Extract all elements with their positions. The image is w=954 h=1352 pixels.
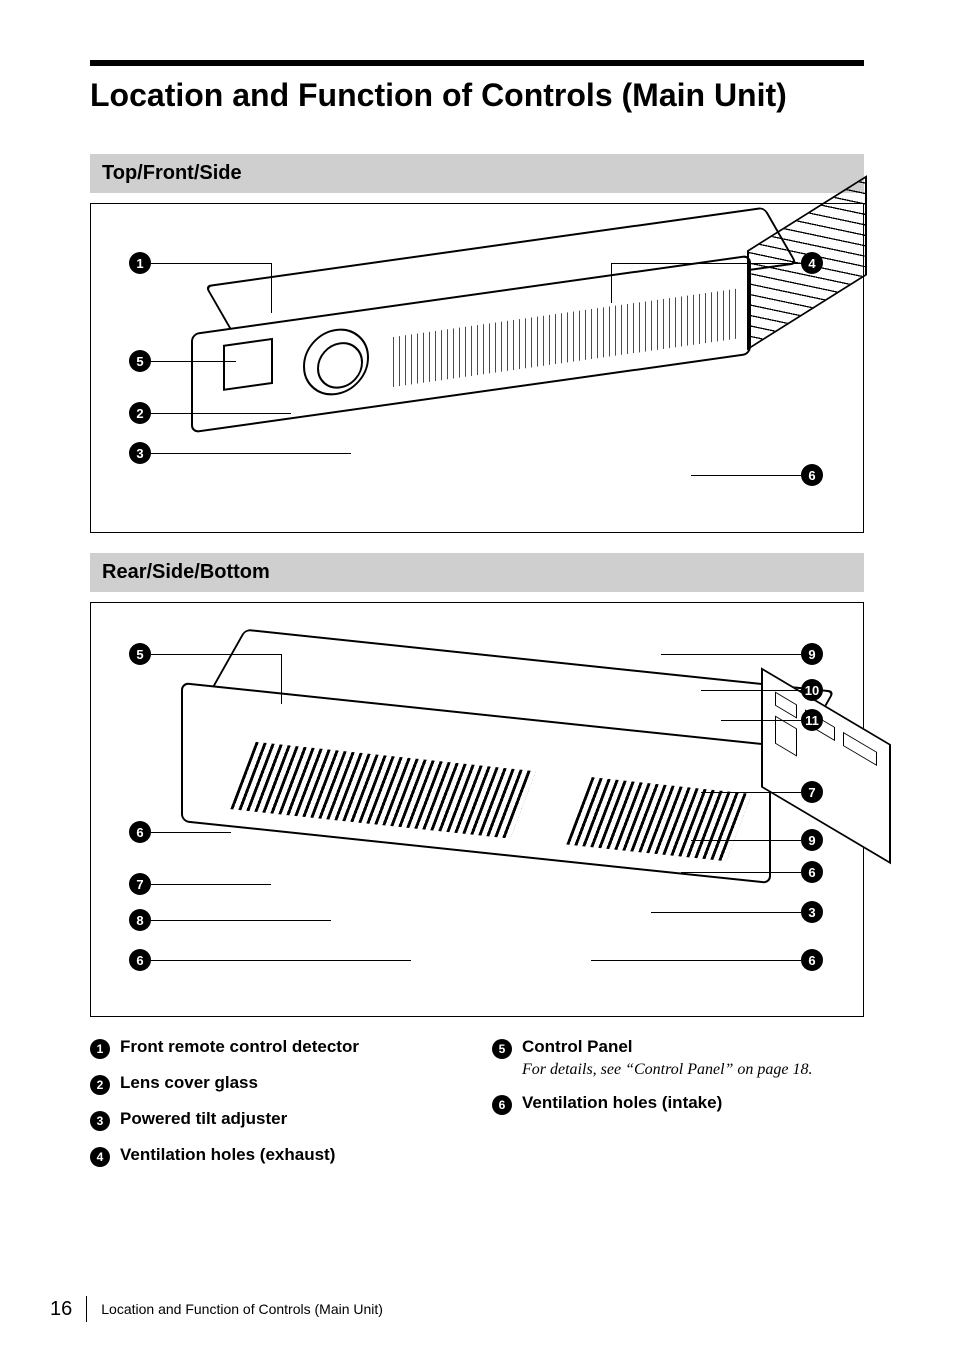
legend-item-3: 3 Powered tilt adjuster (90, 1109, 462, 1131)
footer-text: Location and Function of Controls (Main … (101, 1301, 383, 1317)
callout-8: 8 (129, 909, 151, 931)
leader-line (651, 912, 801, 913)
legend-text: Control Panel For details, see “Control P… (522, 1037, 813, 1079)
legend-label: Lens cover glass (120, 1073, 258, 1093)
projector-top-illustration (191, 255, 751, 504)
leader-line (151, 361, 236, 362)
callout-7: 7 (129, 873, 151, 895)
callout-3: 3 (129, 442, 151, 464)
legend-text: Lens cover glass (120, 1073, 258, 1093)
callout-5: 5 (129, 350, 151, 372)
diagram-rear: 567869101179636 (90, 602, 864, 1017)
leader-line (151, 920, 331, 921)
legend-label: Powered tilt adjuster (120, 1109, 287, 1129)
leader-line (151, 413, 291, 414)
callout-5: 5 (129, 643, 151, 665)
leader-line (691, 475, 801, 476)
legend-item-1: 1 Front remote control detector (90, 1037, 462, 1059)
legend: 1 Front remote control detector 2 Lens cove… (90, 1037, 864, 1181)
callout-6: 6 (801, 464, 823, 486)
legend-number: 1 (90, 1039, 110, 1059)
leader-line (151, 654, 281, 655)
legend-text: Front remote control detector (120, 1037, 359, 1057)
leader-line (691, 840, 801, 841)
legend-item-6: 6 Ventilation holes (intake) (492, 1093, 864, 1115)
callout-6: 6 (801, 949, 823, 971)
leader-line (701, 792, 801, 793)
section-header-rear: Rear/Side/Bottom (90, 553, 864, 592)
legend-text: Ventilation holes (intake) (522, 1093, 722, 1113)
callout-1: 1 (129, 252, 151, 274)
leader-line (151, 263, 271, 264)
page-footer: 16 Location and Function of Controls (Ma… (50, 1296, 383, 1322)
leader-line (151, 960, 411, 961)
title-rule (90, 60, 864, 66)
page-number: 16 (50, 1298, 72, 1321)
leader-line (661, 654, 801, 655)
callout-9: 9 (801, 643, 823, 665)
leader-line (151, 884, 271, 885)
legend-number: 2 (90, 1075, 110, 1095)
leader-line (591, 960, 801, 961)
projector-rear-illustration (181, 682, 771, 954)
callout-6: 6 (129, 821, 151, 843)
legend-label: Control Panel (522, 1037, 813, 1057)
legend-col-right: 5 Control Panel For details, see “Control … (492, 1037, 864, 1181)
callout-9: 9 (801, 829, 823, 851)
legend-item-2: 2 Lens cover glass (90, 1073, 462, 1095)
page-title: Location and Function of Controls (Main … (90, 76, 864, 114)
leader-line (611, 263, 612, 303)
callout-2: 2 (129, 402, 151, 424)
leader-line (611, 263, 801, 264)
legend-label: Ventilation holes (intake) (522, 1093, 722, 1113)
section-header-top: Top/Front/Side (90, 154, 864, 193)
leader-line (681, 872, 801, 873)
legend-item-4: 4 Ventilation holes (exhaust) (90, 1145, 462, 1167)
leader-line (281, 654, 282, 704)
callout-6: 6 (801, 861, 823, 883)
leader-line (151, 453, 351, 454)
leader-line (271, 263, 272, 313)
leader-line (701, 690, 801, 691)
callout-6: 6 (129, 949, 151, 971)
leader-line (151, 832, 231, 833)
legend-text: Powered tilt adjuster (120, 1109, 287, 1129)
leader-line (721, 720, 801, 721)
callout-3: 3 (801, 901, 823, 923)
diagram-top: 145236 (90, 203, 864, 533)
legend-text: Ventilation holes (exhaust) (120, 1145, 335, 1165)
legend-label: Front remote control detector (120, 1037, 359, 1057)
footer-divider (86, 1296, 87, 1322)
legend-number: 3 (90, 1111, 110, 1131)
legend-note: For details, see “Control Panel” on page… (522, 1061, 813, 1079)
legend-number: 5 (492, 1039, 512, 1059)
legend-item-5: 5 Control Panel For details, see “Control … (492, 1037, 864, 1079)
legend-label: Ventilation holes (exhaust) (120, 1145, 335, 1165)
legend-number: 6 (492, 1095, 512, 1115)
legend-col-left: 1 Front remote control detector 2 Lens cove… (90, 1037, 462, 1181)
legend-number: 4 (90, 1147, 110, 1167)
